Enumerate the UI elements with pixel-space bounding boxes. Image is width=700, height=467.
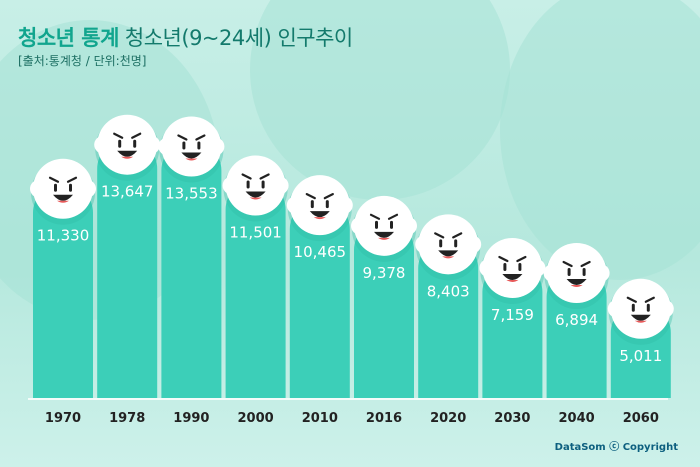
bar bbox=[225, 179, 286, 398]
baseline bbox=[28, 398, 668, 400]
bar-group-2000: 11,501 2000 bbox=[222, 155, 289, 426]
bar bbox=[482, 261, 543, 398]
smiley-face-icon bbox=[222, 155, 289, 222]
value-label: 13,647 bbox=[101, 183, 154, 201]
year-label: 1978 bbox=[109, 411, 145, 426]
copyright: DataSom ⓒ Copyright bbox=[554, 442, 678, 453]
year-label: 2030 bbox=[494, 411, 530, 426]
year-label: 2016 bbox=[366, 411, 402, 426]
bar-group-2040: 6,894 2040 bbox=[543, 243, 610, 426]
value-label: 6,894 bbox=[555, 311, 598, 329]
value-label: 5,011 bbox=[619, 347, 662, 365]
value-label: 11,330 bbox=[37, 227, 90, 245]
title-sub: 청소년(9~24세) 인구추이 bbox=[124, 26, 353, 50]
bar-group-2010: 10,465 2010 bbox=[286, 175, 353, 426]
bar-group-1978: 13,647 1978 bbox=[94, 114, 161, 426]
bar bbox=[97, 138, 158, 398]
year-label: 1990 bbox=[173, 411, 209, 426]
year-label: 2000 bbox=[238, 411, 274, 426]
value-label: 8,403 bbox=[427, 282, 470, 300]
value-label: 13,553 bbox=[165, 184, 218, 202]
bar bbox=[289, 199, 350, 398]
smiley-face-icon bbox=[415, 214, 482, 281]
value-label: 7,159 bbox=[491, 306, 534, 324]
smiley-face-icon bbox=[158, 116, 225, 183]
smiley-face-icon bbox=[286, 175, 353, 242]
smiley-face-icon bbox=[479, 237, 546, 304]
year-label: 2060 bbox=[623, 411, 659, 426]
background-figure-center bbox=[250, 0, 510, 200]
smiley-face-icon bbox=[30, 158, 96, 225]
background-figure-right bbox=[500, 0, 700, 280]
bar-group-1990: 13,553 1990 bbox=[158, 116, 225, 426]
smiley-face-icon bbox=[351, 195, 417, 262]
smiley-face-icon bbox=[543, 243, 610, 310]
bar-group-2030: 7,159 2030 bbox=[479, 237, 546, 426]
year-label: 2020 bbox=[430, 411, 466, 426]
bar bbox=[418, 238, 479, 398]
bar-group-1970: 11,330 1970 bbox=[30, 158, 96, 426]
smiley-face-icon bbox=[94, 114, 161, 181]
bar bbox=[354, 219, 414, 398]
title-main: 청소년 통계 bbox=[18, 26, 119, 50]
bar-group-2060: 5,011 2060 bbox=[607, 278, 674, 426]
bar bbox=[161, 140, 222, 398]
year-label: 2010 bbox=[302, 411, 338, 426]
value-label: 9,378 bbox=[363, 264, 406, 282]
source-note: [출처:통계청 / 단위:천명] bbox=[18, 54, 147, 68]
bar bbox=[546, 267, 607, 398]
year-label: 2040 bbox=[559, 411, 595, 426]
value-label: 11,501 bbox=[229, 223, 282, 241]
bar bbox=[33, 182, 93, 398]
year-label: 1970 bbox=[45, 411, 81, 426]
value-label: 10,465 bbox=[294, 243, 347, 261]
smiley-face-icon bbox=[607, 278, 674, 345]
page-title: 청소년 통계 청소년(9~24세) 인구추이 bbox=[18, 22, 353, 52]
bar-group-2020: 8,403 2020 bbox=[415, 214, 482, 426]
bar-group-2016: 9,378 2016 bbox=[351, 195, 417, 426]
